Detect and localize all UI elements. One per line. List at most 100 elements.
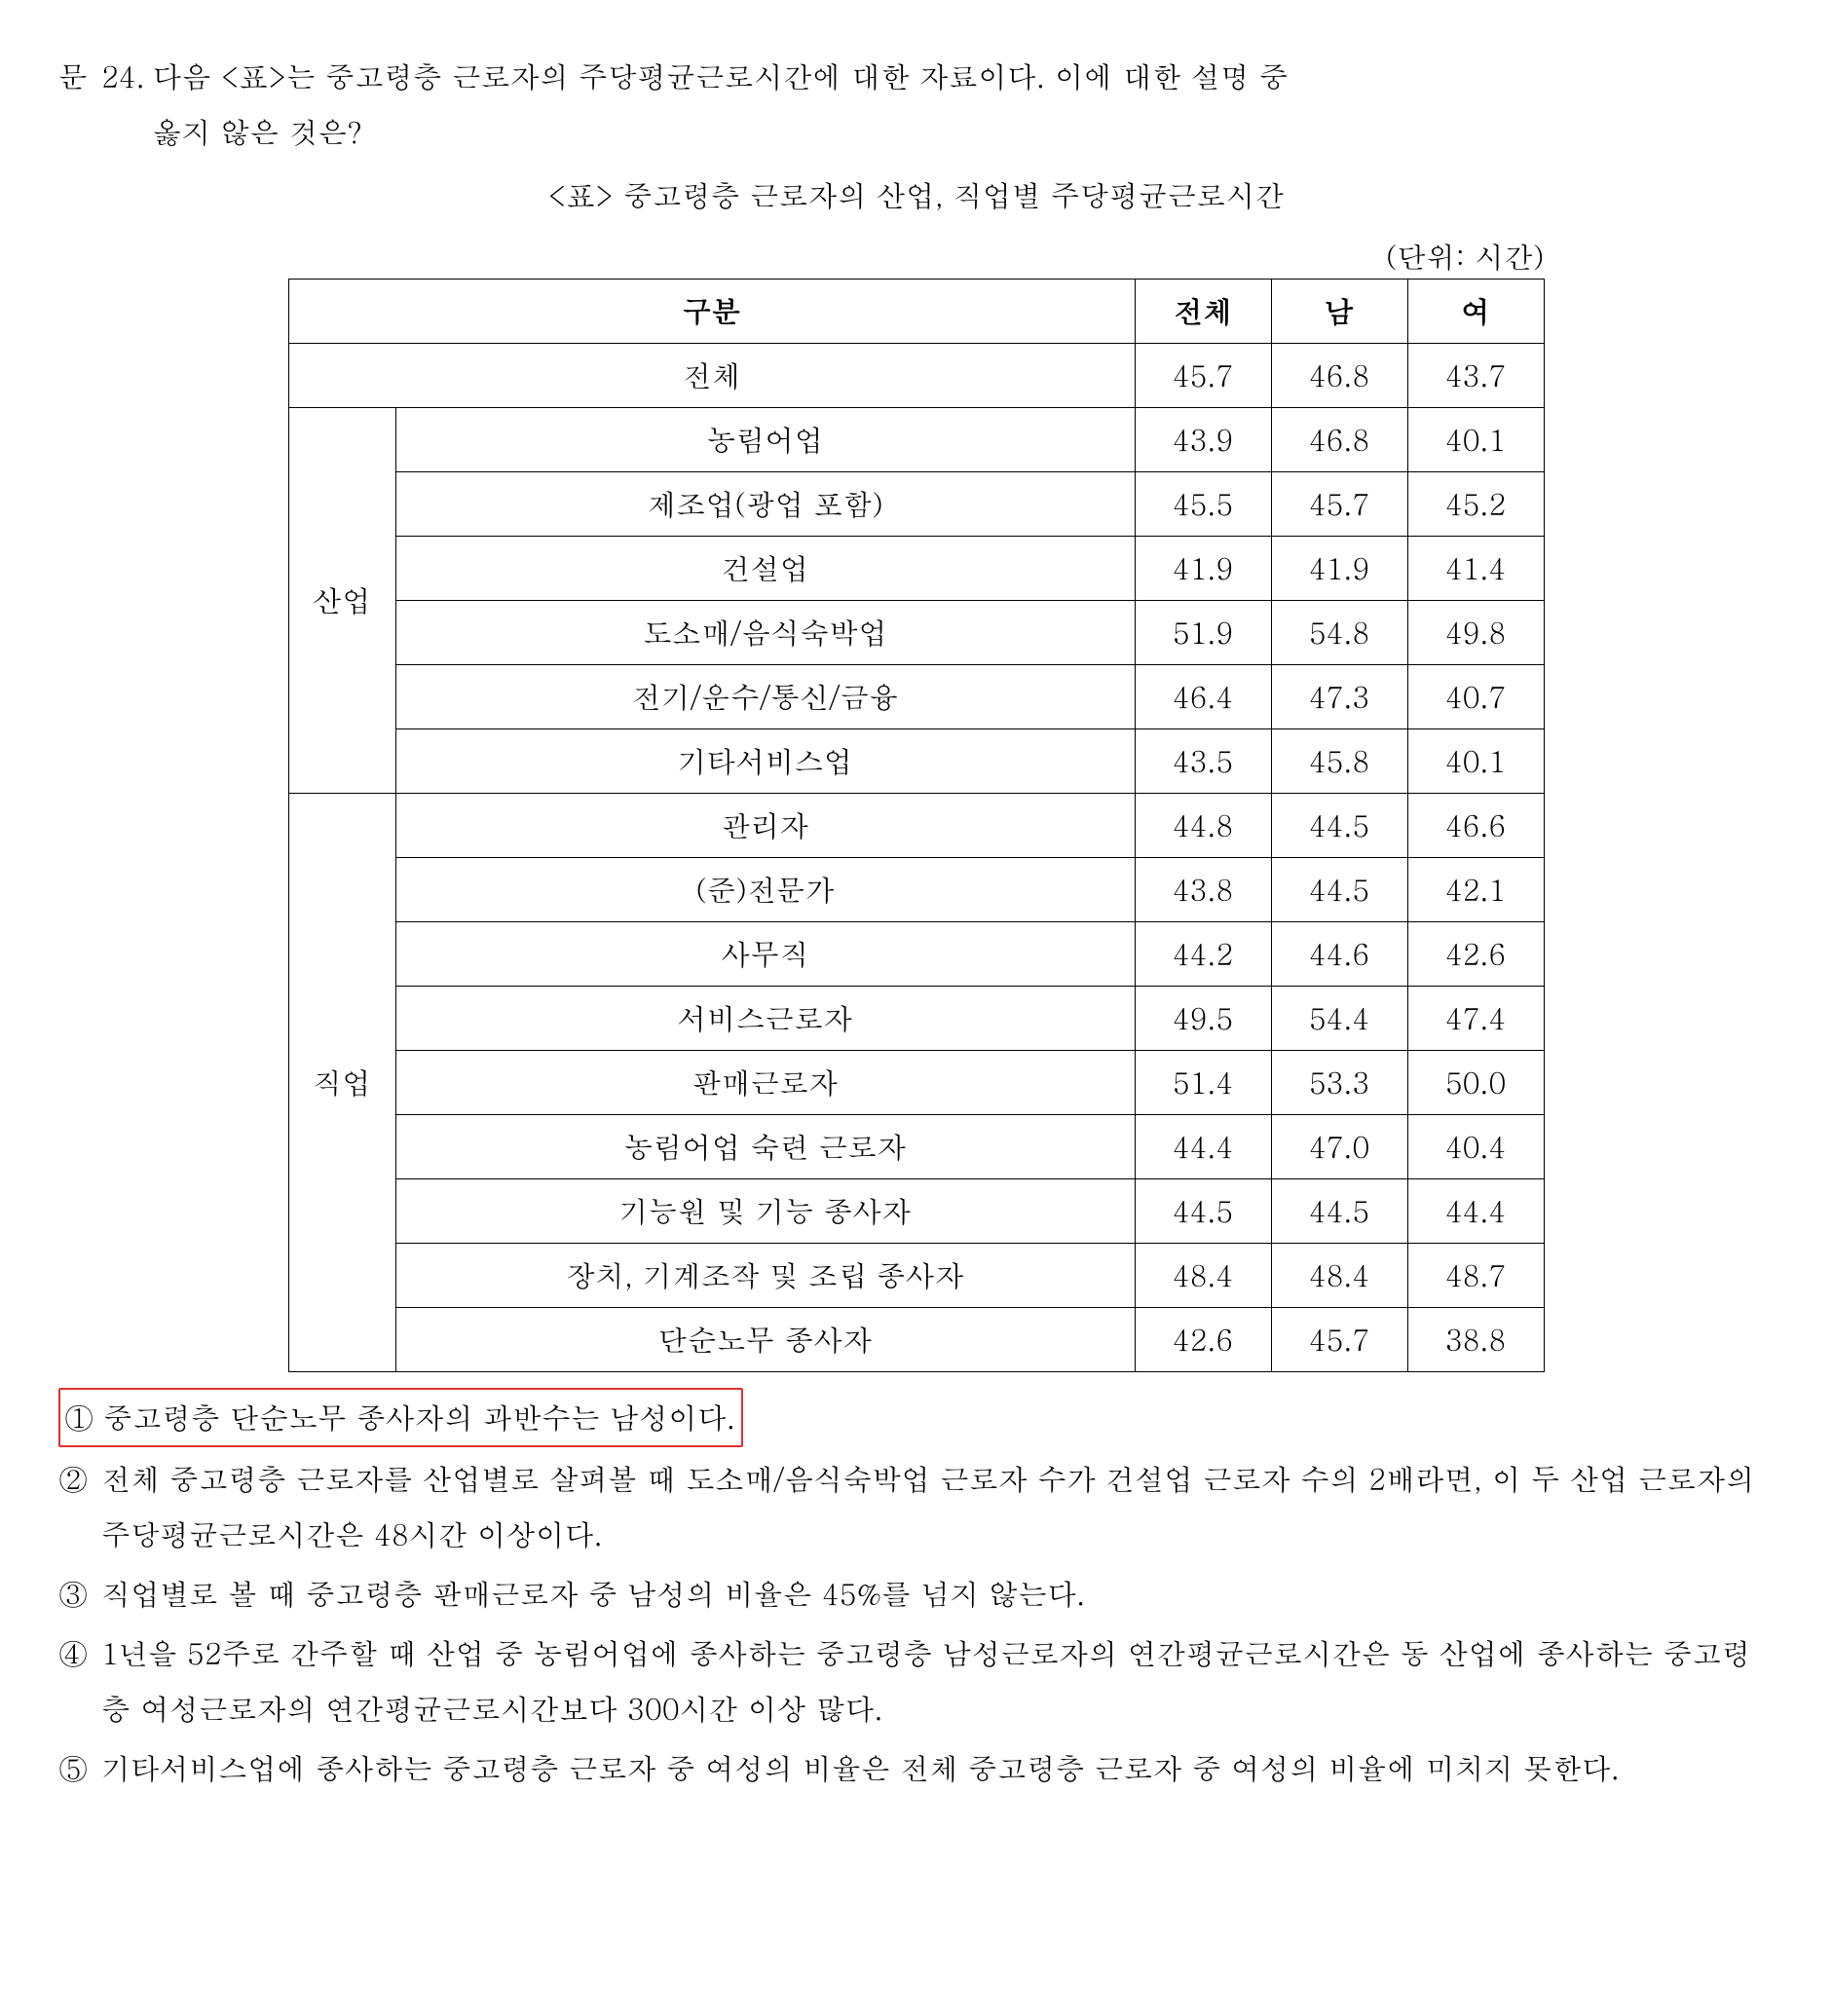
cell: 47.3 bbox=[1271, 665, 1407, 729]
cell: 45.7 bbox=[1271, 472, 1407, 537]
question-number: 24. bbox=[101, 49, 153, 104]
cell: 43.9 bbox=[1135, 408, 1271, 472]
cell: 43.8 bbox=[1135, 858, 1271, 922]
cell-total-female: 43.7 bbox=[1407, 344, 1544, 408]
cell: 38.8 bbox=[1407, 1308, 1544, 1372]
cell: 46.8 bbox=[1271, 408, 1407, 472]
group-industry: 산업 bbox=[288, 408, 395, 794]
cell: 41.4 bbox=[1407, 537, 1544, 601]
table-row: 장치, 기계조작 및 조립 종사자 48.4 48.4 48.7 bbox=[288, 1244, 1544, 1308]
choice-1-number: ① bbox=[64, 1390, 103, 1445]
table-row: 전기/운수/통신/금융 46.4 47.3 40.7 bbox=[288, 665, 1544, 729]
cell: 44.5 bbox=[1135, 1179, 1271, 1244]
cell: 42.1 bbox=[1407, 858, 1544, 922]
table-row: 산업 농림어업 43.9 46.8 40.1 bbox=[288, 408, 1544, 472]
question-text-line1: 다음 <표>는 중고령층 근로자의 주당평균근로시간에 대한 자료이다. 이에 … bbox=[153, 56, 1289, 96]
cell: 53.3 bbox=[1271, 1051, 1407, 1115]
col-female: 여 bbox=[1407, 280, 1544, 344]
cell: 41.9 bbox=[1135, 537, 1271, 601]
row-label: 서비스근로자 bbox=[395, 987, 1135, 1051]
table-row: 직업 관리자 44.8 44.5 46.6 bbox=[288, 794, 1544, 858]
choice-2-number: ② bbox=[58, 1451, 101, 1507]
cell: 48.4 bbox=[1271, 1244, 1407, 1308]
cell: 44.6 bbox=[1271, 922, 1407, 987]
cell: 46.6 bbox=[1407, 794, 1544, 858]
choice-4-text: 1년을 52주로 간주할 때 산업 중 농림어업에 종사하는 중고령층 남성근로… bbox=[101, 1625, 1774, 1736]
table-row: 건설업 41.9 41.9 41.4 bbox=[288, 537, 1544, 601]
row-label: 기타서비스업 bbox=[395, 729, 1135, 794]
row-label: 장치, 기계조작 및 조립 종사자 bbox=[395, 1244, 1135, 1308]
table-row: 제조업(광업 포함) 45.5 45.7 45.2 bbox=[288, 472, 1544, 537]
cell: 40.1 bbox=[1407, 408, 1544, 472]
cell: 54.4 bbox=[1271, 987, 1407, 1051]
choice-1: ① 중고령층 단순노무 종사자의 과반수는 남성이다. bbox=[58, 1386, 743, 1449]
group-occupation: 직업 bbox=[288, 794, 395, 1372]
cell: 41.9 bbox=[1271, 537, 1407, 601]
cell: 40.4 bbox=[1407, 1115, 1544, 1179]
table-row: 판매근로자 51.4 53.3 50.0 bbox=[288, 1051, 1544, 1115]
cell: 47.0 bbox=[1271, 1115, 1407, 1179]
col-category: 구분 bbox=[288, 280, 1135, 344]
table-row: 서비스근로자 49.5 54.4 47.4 bbox=[288, 987, 1544, 1051]
row-label: 기능원 및 기능 종사자 bbox=[395, 1179, 1135, 1244]
cell-total-male: 46.8 bbox=[1271, 344, 1407, 408]
row-label: 판매근로자 bbox=[395, 1051, 1135, 1115]
question-text: 다음 <표>는 중고령층 근로자의 주당평균근로시간에 대한 자료이다. 이에 … bbox=[153, 49, 1774, 160]
answer-choices: ① 중고령층 단순노무 종사자의 과반수는 남성이다. ② 전체 중고령층 근로… bbox=[58, 1386, 1774, 1798]
table-header-row: 구분 전체 남 여 bbox=[288, 280, 1544, 344]
choice-2: ② 전체 중고령층 근로자를 산업별로 살펴볼 때 도소매/음식숙박업 근로자 … bbox=[58, 1449, 1774, 1564]
table-row: 농림어업 숙련 근로자 44.4 47.0 40.4 bbox=[288, 1115, 1544, 1179]
cell: 49.5 bbox=[1135, 987, 1271, 1051]
row-label: (준)전문가 bbox=[395, 858, 1135, 922]
cell: 42.6 bbox=[1135, 1308, 1271, 1372]
table-row: 기타서비스업 43.5 45.8 40.1 bbox=[288, 729, 1544, 794]
total-row-label: 전체 bbox=[288, 344, 1135, 408]
table-row: 사무직 44.2 44.6 42.6 bbox=[288, 922, 1544, 987]
cell: 44.5 bbox=[1271, 858, 1407, 922]
cell-total-total: 45.7 bbox=[1135, 344, 1271, 408]
cell: 44.4 bbox=[1407, 1179, 1544, 1244]
choice-3: ③ 직업별로 볼 때 중고령층 판매근로자 중 남성의 비율은 45%를 넘지 … bbox=[58, 1564, 1774, 1624]
row-label: 제조업(광업 포함) bbox=[395, 472, 1135, 537]
choice-3-text: 직업별로 볼 때 중고령층 판매근로자 중 남성의 비율은 45%를 넘지 않는… bbox=[101, 1566, 1774, 1622]
choice-5-number: ⑤ bbox=[58, 1740, 101, 1796]
row-label: 단순노무 종사자 bbox=[395, 1308, 1135, 1372]
cell: 43.5 bbox=[1135, 729, 1271, 794]
table-row: (준)전문가 43.8 44.5 42.1 bbox=[288, 858, 1544, 922]
col-male: 남 bbox=[1271, 280, 1407, 344]
choice-5-text: 기타서비스업에 종사하는 중고령층 근로자 중 여성의 비율은 전체 중고령층 … bbox=[101, 1740, 1774, 1796]
cell: 45.7 bbox=[1271, 1308, 1407, 1372]
row-label: 건설업 bbox=[395, 537, 1135, 601]
cell: 45.2 bbox=[1407, 472, 1544, 537]
cell: 44.5 bbox=[1271, 1179, 1407, 1244]
row-label: 농림어업 숙련 근로자 bbox=[395, 1115, 1135, 1179]
cell: 51.4 bbox=[1135, 1051, 1271, 1115]
question-label: 문 bbox=[58, 49, 101, 104]
table-row: 도소매/음식숙박업 51.9 54.8 49.8 bbox=[288, 601, 1544, 665]
row-label: 도소매/음식숙박업 bbox=[395, 601, 1135, 665]
cell: 44.5 bbox=[1271, 794, 1407, 858]
cell: 49.8 bbox=[1407, 601, 1544, 665]
choice-4-number: ④ bbox=[58, 1625, 101, 1681]
table-caption: <표> 중고령층 근로자의 산업, 직업별 주당평균근로시간 bbox=[58, 168, 1774, 223]
cell: 47.4 bbox=[1407, 987, 1544, 1051]
cell: 40.1 bbox=[1407, 729, 1544, 794]
row-label: 사무직 bbox=[395, 922, 1135, 987]
choice-1-text: 중고령층 단순노무 종사자의 과반수는 남성이다. bbox=[103, 1390, 735, 1445]
choice-2-text: 전체 중고령층 근로자를 산업별로 살펴볼 때 도소매/음식숙박업 근로자 수가… bbox=[101, 1451, 1774, 1562]
data-table: 구분 전체 남 여 전체 45.7 46.8 43.7 산업 농림어업 43.9… bbox=[288, 279, 1545, 1372]
table-row: 단순노무 종사자 42.6 45.7 38.8 bbox=[288, 1308, 1544, 1372]
row-label: 농림어업 bbox=[395, 408, 1135, 472]
cell: 46.4 bbox=[1135, 665, 1271, 729]
cell: 48.4 bbox=[1135, 1244, 1271, 1308]
table-unit: (단위: 시간) bbox=[288, 229, 1545, 284]
cell: 50.0 bbox=[1407, 1051, 1544, 1115]
row-label: 전기/운수/통신/금융 bbox=[395, 665, 1135, 729]
cell: 42.6 bbox=[1407, 922, 1544, 987]
choice-4: ④ 1년을 52주로 간주할 때 산업 중 농림어업에 종사하는 중고령층 남성… bbox=[58, 1624, 1774, 1738]
table-total-row: 전체 45.7 46.8 43.7 bbox=[288, 344, 1544, 408]
cell: 40.7 bbox=[1407, 665, 1544, 729]
cell: 44.4 bbox=[1135, 1115, 1271, 1179]
cell: 44.2 bbox=[1135, 922, 1271, 987]
cell: 54.8 bbox=[1271, 601, 1407, 665]
